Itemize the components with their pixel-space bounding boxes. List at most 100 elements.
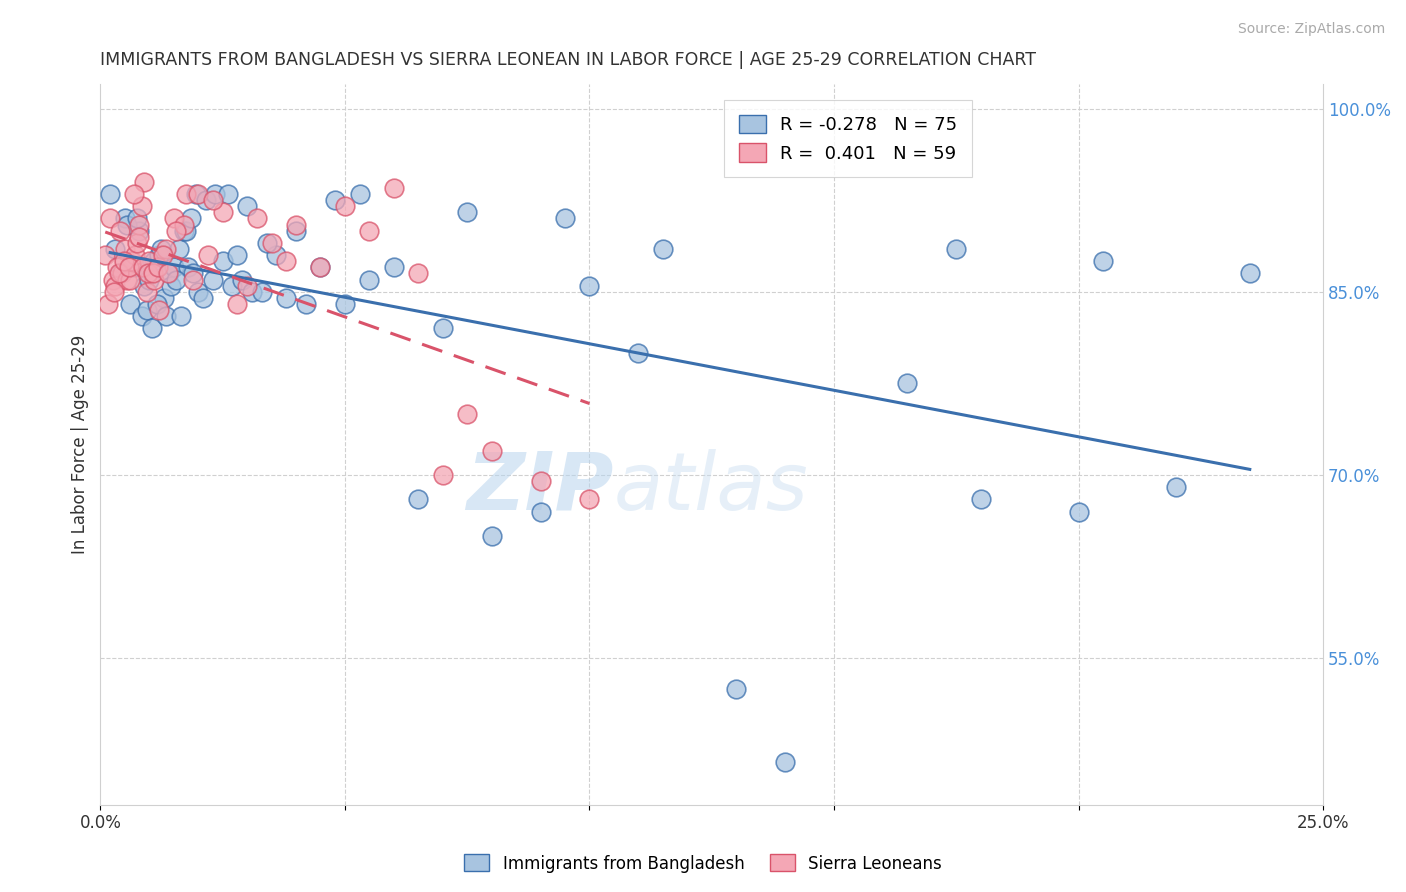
Point (121, 260, 143, 275)
Point (131, 199, 153, 213)
Point (141, 321, 163, 335)
Point (124, 260, 146, 275)
Point (117, 218, 139, 232)
Point (121, 254, 143, 268)
Point (180, 211, 202, 226)
Point (627, 346, 650, 360)
Point (481, 529, 503, 543)
Point (226, 297, 249, 311)
Point (432, 467, 454, 482)
Point (157, 267, 180, 281)
Point (124, 248, 146, 262)
Point (1092, 254, 1115, 268)
Point (112, 254, 135, 268)
Point (1166, 480, 1188, 494)
Point (132, 260, 155, 275)
Point (135, 303, 157, 318)
Point (103, 285, 125, 299)
Point (181, 267, 204, 281)
Point (104, 242, 127, 256)
Point (256, 235, 278, 250)
Point (197, 248, 219, 262)
Point (94, 248, 117, 262)
Point (226, 248, 249, 262)
Point (136, 267, 159, 281)
Point (117, 272, 139, 286)
Point (145, 297, 167, 311)
Point (970, 492, 993, 507)
Point (163, 260, 186, 275)
Point (163, 211, 186, 226)
Point (236, 278, 259, 293)
Point (125, 235, 148, 250)
Point (191, 291, 214, 305)
Point (294, 297, 316, 311)
Point (578, 278, 600, 293)
Point (108, 267, 131, 281)
Point (240, 285, 263, 299)
Point (160, 278, 183, 293)
Point (266, 248, 288, 262)
Point (138, 272, 160, 286)
Point (201, 193, 224, 207)
Point (118, 297, 141, 311)
Point (276, 291, 298, 305)
Point (98, 187, 121, 202)
Point (142, 267, 165, 281)
Text: Source: ZipAtlas.com: Source: ZipAtlas.com (1237, 22, 1385, 37)
Point (456, 205, 478, 219)
Point (333, 199, 356, 213)
Text: atlas: atlas (614, 449, 808, 526)
Point (135, 285, 157, 299)
Point (128, 229, 150, 244)
Point (211, 205, 233, 219)
Point (128, 224, 150, 238)
Point (194, 193, 217, 207)
Point (125, 211, 148, 226)
Point (201, 272, 224, 286)
Point (1067, 505, 1090, 519)
Text: IMMIGRANTS FROM BANGLADESH VS SIERRA LEONEAN IN LABOR FORCE | AGE 25-29 CORRELAT: IMMIGRANTS FROM BANGLADESH VS SIERRA LEO… (100, 51, 1036, 69)
Legend: R = -0.278   N = 75, R =  0.401   N = 59: R = -0.278 N = 75, R = 0.401 N = 59 (724, 101, 972, 177)
Point (101, 272, 124, 286)
Point (165, 224, 187, 238)
Point (406, 492, 429, 507)
Point (359, 224, 381, 238)
Point (118, 260, 141, 275)
Text: ZIP: ZIP (467, 449, 614, 526)
Point (945, 242, 967, 256)
Point (382, 260, 405, 275)
Point (174, 187, 197, 202)
Point (97, 297, 120, 311)
Point (122, 187, 145, 202)
Point (481, 443, 503, 458)
Point (578, 492, 600, 507)
Point (98, 211, 121, 226)
Point (111, 267, 134, 281)
Point (177, 260, 200, 275)
Point (333, 297, 356, 311)
Point (107, 260, 129, 275)
Point (349, 187, 371, 202)
Point (725, 681, 748, 696)
Point (231, 272, 253, 286)
Point (211, 254, 233, 268)
Point (170, 309, 193, 323)
Point (146, 260, 169, 275)
Point (173, 224, 195, 238)
Point (108, 224, 131, 238)
Point (167, 242, 190, 256)
Point (148, 303, 170, 318)
Point (285, 224, 308, 238)
Point (134, 175, 156, 189)
Point (128, 218, 150, 232)
Point (250, 285, 273, 299)
Point (155, 242, 177, 256)
Point (174, 224, 197, 238)
Point (456, 407, 478, 421)
Point (382, 181, 405, 195)
Point (118, 272, 141, 286)
Point (184, 187, 207, 202)
Point (114, 242, 136, 256)
Point (134, 278, 156, 293)
